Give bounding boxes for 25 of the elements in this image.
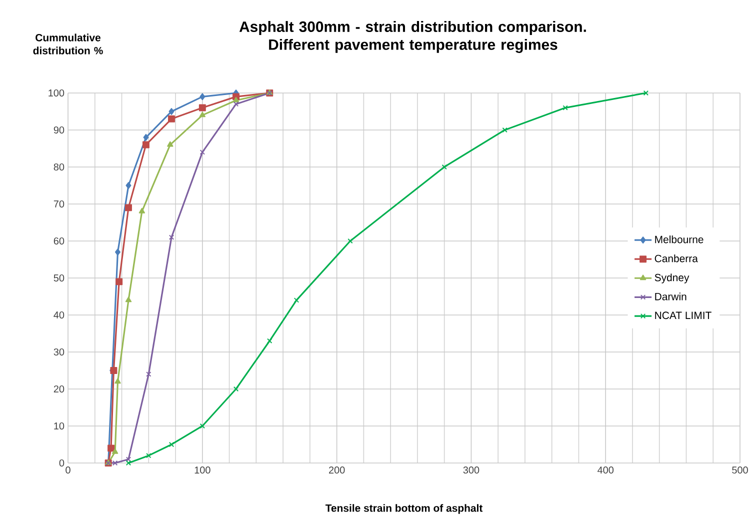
x-axis-title: Tensile strain bottom of asphalt (325, 504, 483, 514)
y-tick-label: 0 (59, 459, 64, 467)
x-tick-label: 400 (598, 466, 614, 474)
legend-label: Darwin (655, 292, 686, 300)
legend-label: NCAT LIMIT (655, 312, 712, 320)
y-tick-label: 20 (54, 385, 64, 393)
y-tick-label: 50 (54, 274, 64, 282)
y-tick-label: 90 (54, 126, 64, 134)
legend-label: Canberra (654, 254, 698, 262)
x-tick-label: 100 (194, 466, 210, 474)
y-tick-label: 30 (54, 348, 64, 356)
x-tick-label: 300 (463, 466, 480, 474)
y-tick-label: 10 (54, 422, 64, 430)
y-axis-title: Cummulative distribution % (33, 34, 103, 54)
y-tick-label: 100 (48, 89, 64, 97)
y-tick-label: 60 (54, 237, 64, 245)
y-tick-label: 40 (54, 311, 64, 319)
x-tick-label: 500 (732, 466, 748, 474)
legend-label: Sydney (654, 274, 690, 284)
y-tick-label: 80 (54, 163, 64, 171)
x-tick-label: 0 (66, 466, 70, 474)
x-tick-label: 200 (328, 466, 345, 474)
chart-title: Asphalt 300mm - strain distribution comparison. Different pavement temperature regimes (239, 21, 586, 53)
legend-label: Melbourne (655, 236, 704, 244)
y-tick-label: 70 (54, 200, 64, 208)
